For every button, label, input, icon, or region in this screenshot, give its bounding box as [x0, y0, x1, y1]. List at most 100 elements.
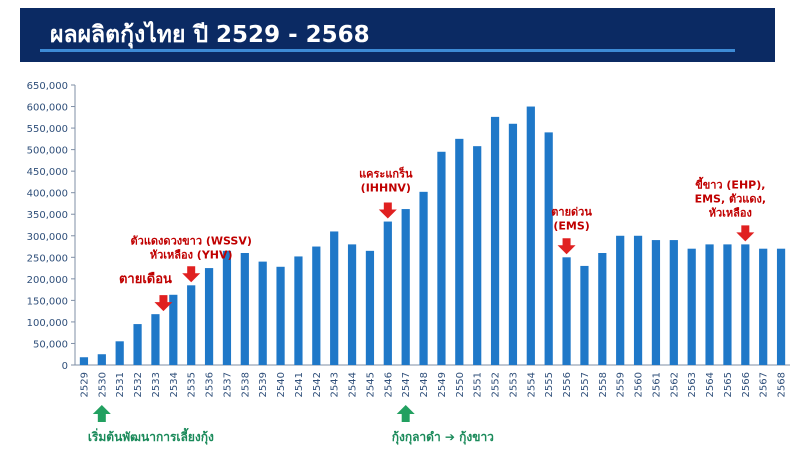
red-down-arrow [736, 225, 755, 242]
x-tick-label: 2550 [455, 372, 466, 397]
x-tick-label: 2534 [169, 372, 180, 397]
bottom-notes: เริ่มต้นพัฒนาการเลี้ยงกุ้ง กุ้งกุลาดำ ➔ ก… [88, 405, 494, 445]
bar-2568 [776, 248, 786, 365]
y-tick-label: 0 [62, 361, 68, 372]
y-tick-labels: 0 50,000 100,000 150,000 200,000 250,000 300,0… [27, 81, 75, 372]
y-tick-label: 450,000 [27, 167, 68, 178]
bar-2548 [419, 191, 428, 365]
bar-2562 [669, 240, 678, 365]
bar-2535 [187, 285, 196, 365]
bar-2558 [598, 253, 607, 365]
x-tick-label: 2553 [508, 372, 519, 397]
x-tick-label: 2532 [133, 372, 144, 397]
x-tick-label: 2539 [258, 372, 269, 397]
red-down-arrow [557, 238, 576, 255]
annotations: ตายเดือน ตัวแดงดวงขาว (WSSV)หัวเหลือง (YH… [119, 167, 766, 312]
bar-2550 [455, 138, 464, 365]
bar-2556 [562, 257, 571, 365]
y-tick-label: 150,000 [27, 296, 68, 307]
bar-2534 [169, 294, 178, 365]
y-tick-label: 250,000 [27, 253, 68, 264]
x-tick-label: 2533 [151, 372, 162, 397]
bar-2557 [580, 265, 589, 365]
x-tick-label: 2555 [544, 372, 555, 397]
bar-2563 [687, 248, 696, 365]
x-tick-label: 2560 [634, 372, 645, 397]
green-up-arrow [396, 405, 415, 422]
annotation-label: EMS, ตัวแดง, [695, 192, 767, 205]
x-tick-label: 2541 [294, 372, 305, 397]
bar-2551 [473, 146, 482, 365]
annotation-label: ตายด่วน [551, 205, 592, 218]
x-tick-label: 2535 [187, 372, 198, 397]
x-tick-label: 2559 [616, 372, 627, 397]
bar-2554 [526, 106, 535, 366]
bar-2552 [490, 116, 500, 365]
bar-2567 [759, 248, 768, 365]
x-tick-label: 2544 [348, 372, 359, 397]
bar-2549 [437, 151, 446, 365]
x-tick-label: 2557 [580, 372, 591, 397]
bar-2547 [401, 209, 410, 365]
y-tick-label: 200,000 [27, 275, 68, 286]
bar-2530 [97, 354, 106, 365]
bar-2533 [151, 314, 160, 365]
x-tick-label: 2558 [598, 372, 609, 397]
bars [79, 106, 786, 366]
bar-2546 [383, 221, 392, 365]
annotation-label: หัวเหลือง [709, 206, 752, 219]
x-tick-label: 2561 [651, 372, 662, 397]
y-tick-label: 550,000 [27, 124, 68, 135]
x-tick-label: 2549 [437, 372, 448, 397]
bar-2539 [258, 261, 267, 365]
x-tick-label: 2545 [365, 372, 376, 397]
bar-2532 [133, 324, 142, 365]
y-tick-label: 400,000 [27, 189, 68, 200]
annotation-label: แคระแกร็น [359, 167, 413, 181]
x-tick-label: 2542 [312, 372, 323, 397]
bar-2541 [294, 256, 303, 365]
x-tick-label: 2567 [759, 372, 770, 397]
x-tick-label: 2563 [687, 372, 698, 397]
bar-2555 [544, 132, 553, 365]
y-tick-label: 100,000 [27, 318, 68, 329]
bar-2531 [115, 341, 124, 365]
annotation-label: หัวเหลือง (YHV) [150, 248, 233, 261]
bar-2559 [616, 235, 625, 365]
x-tick-label: 2562 [669, 372, 680, 397]
y-tick-label: 350,000 [27, 210, 68, 221]
x-tick-label: 2546 [383, 372, 394, 397]
note-label: เริ่มต้นพัฒนาการเลี้ยงกุ้ง [88, 427, 214, 445]
x-tick-label: 2568 [777, 372, 788, 397]
axes [74, 85, 790, 366]
y-tick-label: 600,000 [27, 103, 68, 114]
page-title: ผลผลิตกุ้งไทย ปี 2529 - 2568 [50, 22, 370, 48]
x-tick-label: 2547 [401, 372, 412, 397]
bar-2542 [312, 246, 321, 365]
y-tick-label: 300,000 [27, 232, 68, 243]
bar-2566 [741, 244, 750, 365]
bar-2536 [204, 268, 214, 365]
x-tick-label: 2548 [419, 372, 430, 397]
annotation-label: (EMS) [553, 219, 589, 232]
x-tick-label: 2536 [205, 372, 216, 397]
bar-2565 [723, 244, 732, 365]
y-tick-label: 50,000 [33, 339, 68, 350]
x-tick-label: 2540 [276, 372, 287, 397]
bar-2529 [79, 357, 89, 365]
x-tick-label: 2538 [240, 372, 251, 397]
title-underline [40, 49, 735, 52]
x-tick-label: 2554 [526, 372, 537, 397]
green-up-arrow [92, 405, 111, 422]
y-tick-label: 500,000 [27, 146, 68, 157]
x-tick-label: 2564 [705, 372, 716, 397]
bar-2537 [222, 250, 232, 365]
x-tick-label: 2529 [79, 372, 90, 397]
x-tick-labels: 2529 2530 2531 2532 2533 2534 2535 2536 2537 2538… [79, 372, 787, 397]
bar-2544 [347, 244, 357, 365]
red-down-arrow [378, 202, 397, 219]
y-tick-label: 650,000 [27, 81, 68, 92]
x-tick-label: 2537 [222, 372, 233, 397]
bar-2543 [330, 231, 339, 365]
